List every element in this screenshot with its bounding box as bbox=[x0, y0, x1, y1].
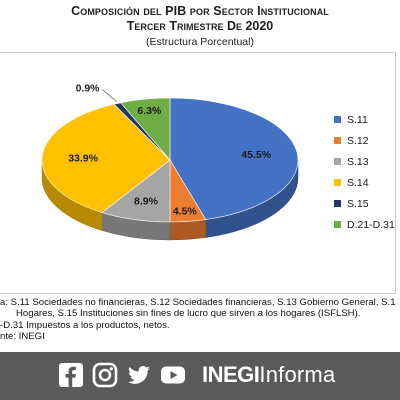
pie-slice-s11 bbox=[169, 97, 299, 220]
twitter-icon[interactable] bbox=[126, 362, 152, 388]
legend-swatch-s12 bbox=[334, 137, 341, 144]
pie-chart: 45.5% 4.5% 8.9% 33.9% 0.9% 6.3% S.11 S.12 S.13 S.… bbox=[41, 83, 395, 241]
data-label-s13: 8.9% bbox=[134, 196, 159, 208]
legend-swatch-s11 bbox=[334, 116, 341, 123]
legend-label-s13: S.13 bbox=[347, 156, 369, 168]
legend-swatch-s14 bbox=[334, 179, 341, 186]
legend-swatch-s15 bbox=[334, 200, 341, 207]
data-label-s14: 33.9% bbox=[68, 153, 98, 165]
legend-swatch-d21-d31 bbox=[334, 221, 341, 228]
data-label-s12: 4.5% bbox=[173, 205, 198, 217]
note-line-2: Hogares, S.15 Instituciones sin fines de… bbox=[0, 308, 361, 320]
legend-label-d21-d31: D.21-D.31 bbox=[347, 219, 395, 231]
legend-label-s14: S.14 bbox=[347, 177, 369, 189]
pie-slice-d21-d31 bbox=[120, 97, 171, 161]
brand-light-text: Informa bbox=[259, 362, 336, 387]
chart-notes: a: S.11 Sociedades no financieras, S.12 … bbox=[0, 297, 400, 343]
data-label-s15: 0.9% bbox=[76, 83, 101, 95]
brand-bold-text: INEGI bbox=[202, 362, 260, 387]
note-line-3: -D.31 Impuestos a los productos, netos. bbox=[0, 319, 170, 331]
chart-title-line2: Tercer Trimestre De 2020 bbox=[126, 19, 274, 33]
legend-label-s12: S.12 bbox=[347, 135, 369, 147]
note-line-1: a: S.11 Sociedades no financieras, S.12 … bbox=[0, 297, 396, 308]
pie-slice-side-s12 bbox=[169, 219, 206, 241]
footer-bar: INEGIInforma bbox=[0, 352, 400, 400]
leader-line-s15 bbox=[102, 89, 117, 102]
legend-label-s15: S.15 bbox=[347, 198, 369, 210]
note-line-4: nte: INEGI bbox=[0, 331, 45, 343]
pie-slice-s14 bbox=[41, 103, 171, 213]
data-label-d21-d31: 6.3% bbox=[137, 105, 162, 117]
chart-title-line1: Composición del PIB por Sector Instituci… bbox=[71, 4, 329, 18]
legend-swatch-s13 bbox=[334, 158, 341, 165]
brand-logo: INEGIInforma bbox=[202, 361, 335, 389]
instagram-icon[interactable] bbox=[92, 362, 118, 388]
facebook-icon[interactable] bbox=[58, 362, 84, 388]
youtube-icon[interactable] bbox=[160, 362, 186, 388]
legend-label-s11: S.11 bbox=[347, 114, 368, 126]
chart-subtitle: (Estructura Porcentual) bbox=[146, 36, 254, 48]
chart-frame bbox=[0, 52, 396, 294]
data-label-s11: 45.5% bbox=[241, 149, 271, 161]
